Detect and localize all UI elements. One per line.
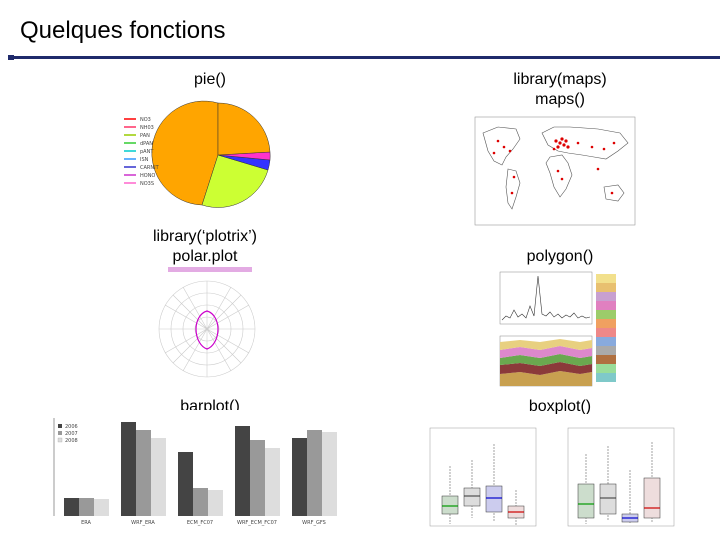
polygon-plot-image (480, 270, 630, 392)
pie-legend-item: NO3S (140, 181, 154, 187)
barplot-bars (64, 422, 337, 516)
boxplot-right-panel (577, 442, 661, 524)
polygon-color-legend (596, 274, 616, 382)
barplot-category: ERA (81, 520, 91, 526)
pie-legend: NO3 NH03 PAN dPAN pANT ISN CARNIT HONO N… (124, 117, 160, 187)
pie-chart (151, 100, 271, 208)
boxplot-image (420, 414, 680, 536)
barplot-image: 2006 2007 2008 ERA WRF_ERA ECM_FC07 WRF_… (30, 410, 350, 538)
world-map-image (458, 113, 640, 240)
pie-legend-item: pANT (140, 149, 154, 155)
polar-series-line (195, 310, 219, 350)
barplot-legend: 2006 2007 2008 (57, 424, 78, 444)
polygon-label: polygon() (526, 248, 594, 265)
barplot-legend-item: 2008 (65, 438, 78, 444)
pie-chart-image: NO3 NH03 PAN dPAN pANT ISN CARNIT HONO N… (110, 100, 290, 210)
barplot-category: ECM_FC07 (187, 520, 213, 526)
plotrix-label-line2: polar.plot (172, 248, 238, 265)
stacked-area-polygons (500, 339, 592, 386)
barplot-category: WRF_ERA (131, 520, 155, 526)
maps-label-line2: maps() (535, 91, 585, 108)
pie-legend-item: PAN (140, 133, 150, 139)
maps-label-line1: library(maps) (513, 71, 607, 88)
barplot-category-labels: ERA WRF_ERA ECM_FC07 WRF_ECM_FC07 WRF_GF… (81, 520, 326, 526)
pie-legend-item: NH03 (140, 125, 154, 131)
spectrum-line (501, 275, 591, 321)
slide-title: Quelques fonctions (20, 17, 226, 44)
pie-legend-item: HONO (140, 173, 155, 179)
polar-plot-image (140, 265, 270, 390)
polar-grid (158, 280, 256, 378)
pie-label: pie() (193, 71, 226, 88)
pie-legend-item: NO3 (140, 117, 151, 123)
barplot-category: WRF_ECM_FC07 (237, 520, 277, 526)
boxplot-label: boxplot() (528, 398, 592, 415)
barplot-legend-item: 2007 (65, 431, 78, 437)
world-map-outlines (482, 126, 629, 210)
barplot-legend-item: 2006 (65, 424, 78, 430)
barplot-category: WRF_GFS (302, 520, 326, 526)
pie-legend-item: dPAN (140, 141, 153, 147)
pie-legend-item: ISN (140, 157, 149, 163)
plotrix-label-line1: library(‘plotrix’) (152, 228, 257, 245)
pie-legend-item: CARNIT (140, 165, 160, 171)
boxplot-left-panel (441, 444, 525, 526)
world-map-points (492, 137, 616, 195)
title-divider (8, 55, 720, 60)
